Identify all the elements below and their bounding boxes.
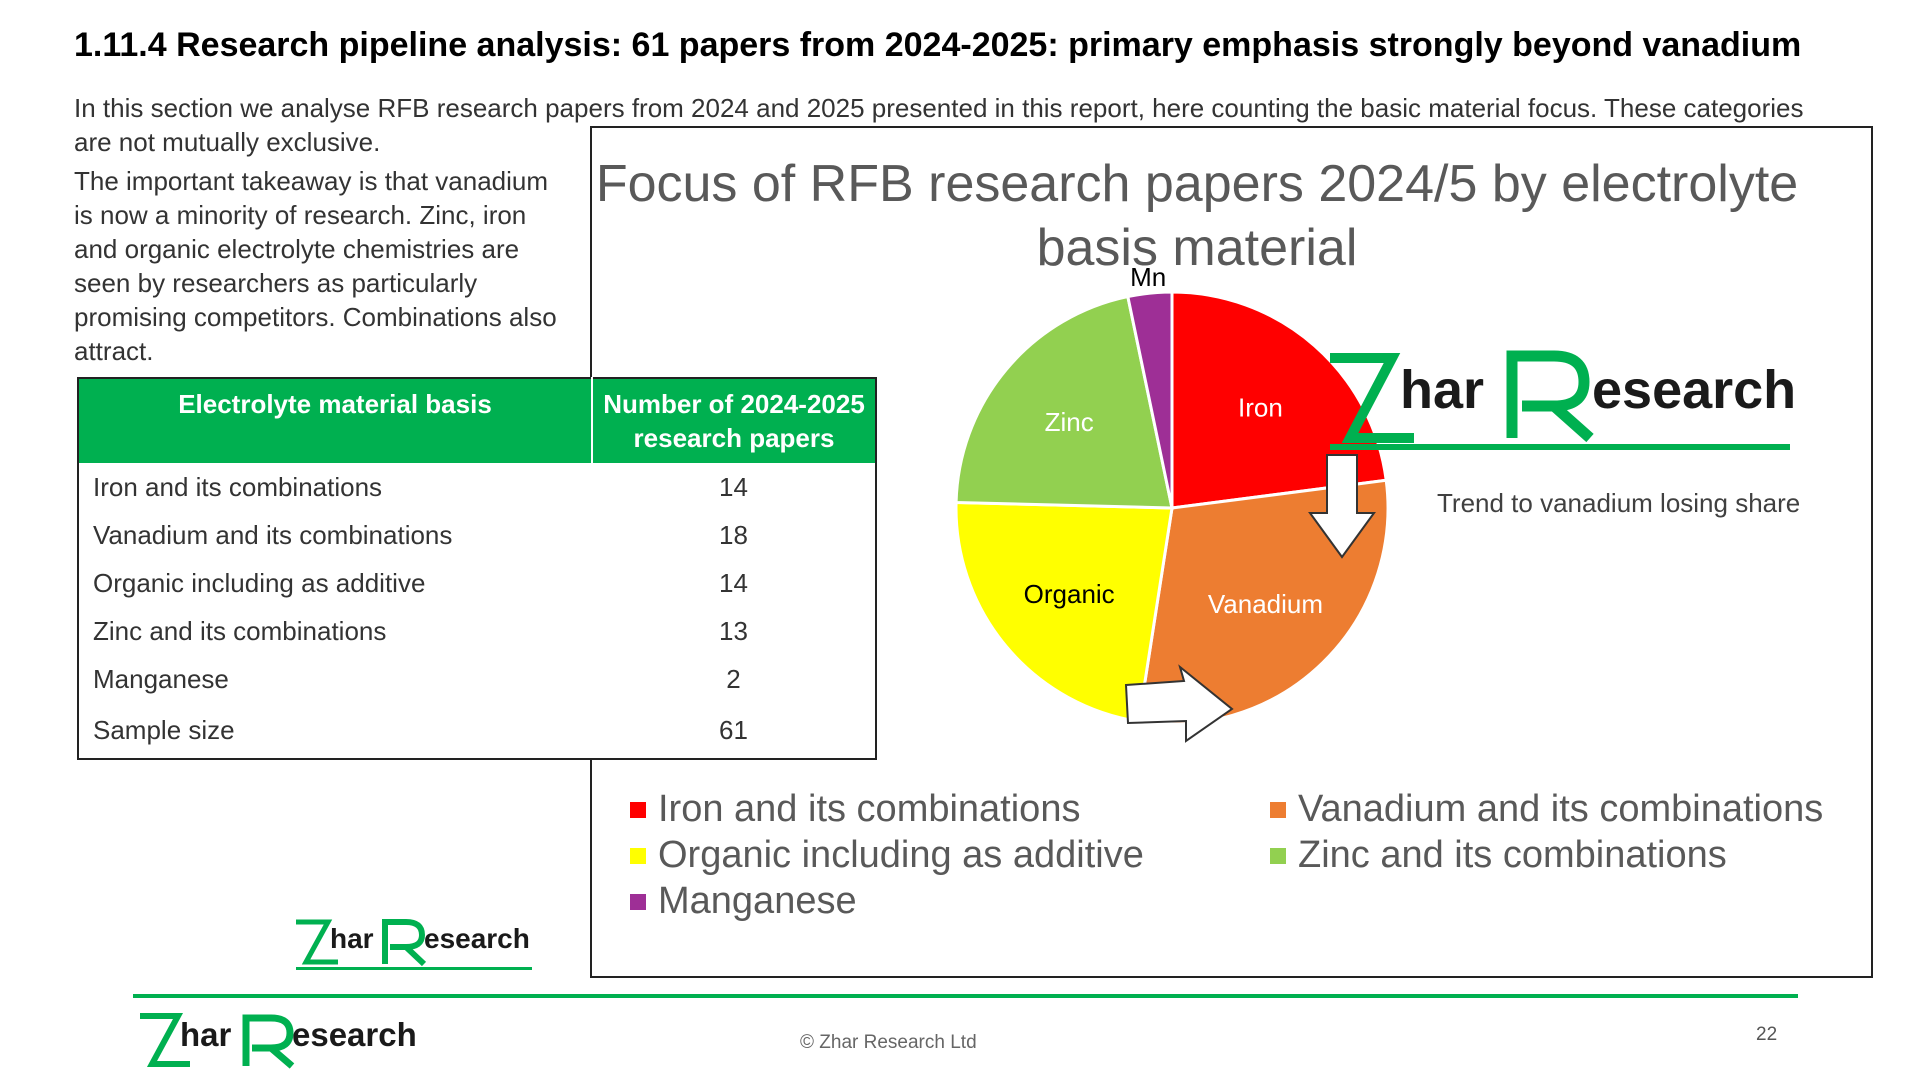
table-row: Iron and its combinations 14 (78, 463, 876, 511)
svg-text:har: har (330, 923, 374, 954)
legend-swatch-vanadium (1270, 801, 1286, 818)
table-row: Zinc and its combinations 13 (78, 607, 876, 655)
row-value: 2 (726, 663, 741, 694)
legend-item: Vanadium and its combinations (1270, 788, 1823, 831)
svg-text:esearch: esearch (292, 1016, 417, 1053)
row-value: 18 (719, 519, 748, 550)
down-arrow-icon (1308, 454, 1376, 559)
pie-label-organic: Organic (1024, 579, 1115, 609)
row-label: Manganese (93, 663, 229, 694)
svg-text:esearch: esearch (424, 923, 530, 954)
zhar-research-logo-small: har esearch (296, 919, 532, 970)
row-label: Iron and its combinations (93, 471, 383, 502)
legend-item: Zinc and its combinations (1270, 834, 1727, 877)
pie-label-iron: Iron (1238, 392, 1283, 422)
legend-label: Vanadium and its combinations (1298, 788, 1824, 830)
footer-divider (133, 994, 1798, 998)
row-label: Vanadium and its combinations (93, 519, 453, 550)
pie-slice-organic (954, 500, 1174, 724)
table-row: Organic including as additive 14 (78, 559, 876, 607)
legend-label: Manganese (658, 880, 857, 922)
svg-text:har: har (1400, 360, 1484, 420)
row-value: 13 (719, 615, 748, 646)
pie-slice-mn (1126, 290, 1174, 509)
legend-swatch-manganese (630, 893, 646, 910)
table-row: Vanadium and its combinations 18 (78, 511, 876, 559)
right-arrow-icon (1124, 664, 1234, 743)
svg-text:esearch: esearch (1592, 360, 1796, 420)
legend-label: Iron and its combinations (658, 788, 1081, 830)
legend-swatch-iron (630, 801, 646, 818)
page-number: 22 (1756, 1024, 1778, 1045)
pie-label-zinc: Zinc (1045, 407, 1094, 437)
legend-item: Iron and its combinations (630, 788, 1080, 831)
copyright-text: © Zhar Research Ltd (800, 1032, 977, 1053)
legend-label: Organic including as additive (658, 834, 1144, 876)
row-value: 61 (719, 715, 748, 745)
table-header-count: Number of 2024-2025 research papers (592, 378, 876, 463)
pie-label-vanadium: Vanadium (1208, 589, 1323, 619)
zhar-research-logo: har esearch (1330, 350, 1796, 450)
row-label: Organic including as additive (93, 567, 426, 598)
trend-annotation: Trend to vanadium losing share (1437, 488, 1801, 518)
svg-text:har: har (180, 1016, 232, 1053)
row-value: 14 (719, 471, 748, 502)
row-label: Sample size (93, 715, 235, 745)
row-value: 14 (719, 567, 748, 598)
legend-label: Zinc and its combinations (1298, 834, 1727, 876)
takeaway-text: The important takeaway is that vanadium … (74, 166, 557, 366)
electrolyte-table: Electrolyte material basis Number of 202… (77, 377, 877, 760)
chart-title: Focus of RFB research papers 2024/5 by e… (595, 155, 1799, 277)
zhar-research-logo-footer: har esearch (140, 1013, 417, 1069)
intro-text: In this section we analyse RFB research … (74, 93, 1804, 157)
table-header-material: Electrolyte material basis (78, 378, 593, 463)
legend-swatch-organic (630, 847, 646, 864)
legend-swatch-zinc (1270, 847, 1286, 864)
table-row: Manganese 2 (78, 655, 876, 703)
row-label: Zinc and its combinations (93, 615, 387, 646)
pie-slice-zinc (954, 294, 1174, 510)
pie-label-mn: Mn (1130, 262, 1166, 292)
slide-title: 1.11.4 Research pipeline analysis: 61 pa… (74, 26, 1802, 64)
legend-item: Organic including as additive (630, 834, 1144, 877)
table-row: Sample size 61 (78, 703, 876, 759)
legend-item: Manganese (630, 880, 857, 923)
